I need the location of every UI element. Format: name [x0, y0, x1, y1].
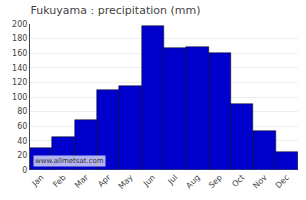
- svg-text:20: 20: [17, 151, 27, 160]
- svg-text:Oct: Oct: [230, 173, 246, 189]
- svg-text:Fukuyama : precipitation (mm): Fukuyama : precipitation (mm): [31, 4, 201, 17]
- svg-text:Jul: Jul: [166, 173, 180, 187]
- svg-text:Dec: Dec: [274, 173, 291, 190]
- svg-text:200: 200: [12, 20, 27, 29]
- svg-text:Feb: Feb: [51, 173, 67, 189]
- svg-text:Apr: Apr: [96, 172, 113, 189]
- svg-text:140: 140: [12, 64, 27, 73]
- svg-text:100: 100: [12, 93, 27, 102]
- svg-text:Aug: Aug: [184, 173, 201, 190]
- svg-text:Jan: Jan: [30, 173, 46, 189]
- svg-text:160: 160: [12, 49, 27, 58]
- svg-text:40: 40: [17, 137, 27, 146]
- svg-text:www.allmetsat.com: www.allmetsat.com: [35, 157, 104, 165]
- svg-text:0: 0: [22, 166, 27, 175]
- svg-text:May: May: [117, 173, 135, 191]
- svg-text:60: 60: [17, 122, 27, 131]
- svg-text:120: 120: [12, 78, 27, 87]
- svg-text:Sep: Sep: [207, 173, 224, 190]
- svg-text:180: 180: [12, 34, 27, 43]
- svg-text:Mar: Mar: [73, 172, 91, 190]
- svg-text:Nov: Nov: [251, 173, 269, 191]
- svg-text:Jun: Jun: [141, 173, 157, 189]
- svg-text:80: 80: [17, 107, 27, 116]
